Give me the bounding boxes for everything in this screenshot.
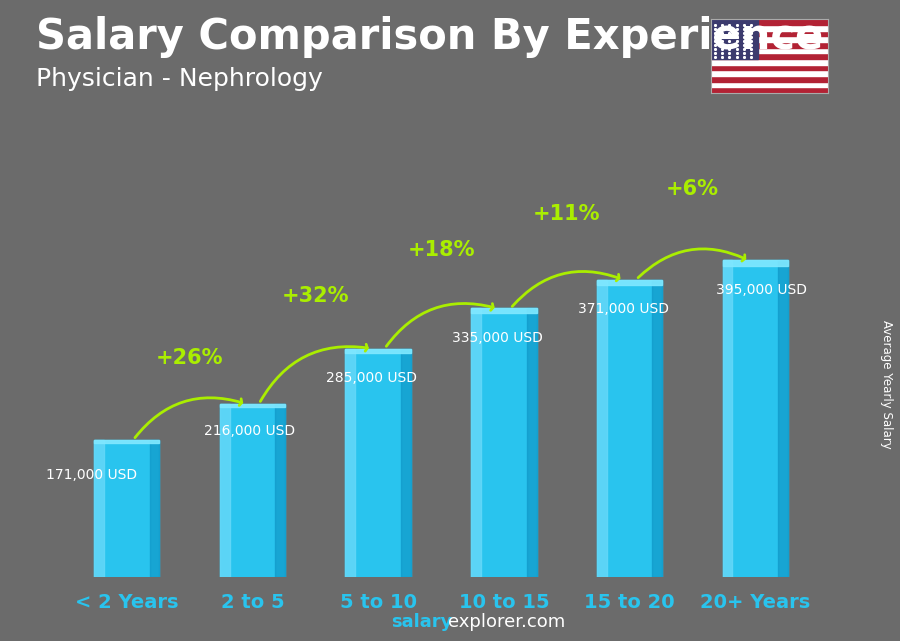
Text: 216,000 USD: 216,000 USD <box>204 424 295 438</box>
Bar <box>597 279 662 577</box>
Bar <box>401 349 410 577</box>
Text: 285,000 USD: 285,000 USD <box>327 371 418 385</box>
Text: +32%: +32% <box>282 286 349 306</box>
Bar <box>94 440 159 577</box>
Bar <box>597 279 607 577</box>
Text: Physician - Nephrology: Physician - Nephrology <box>36 67 323 91</box>
Bar <box>275 404 285 577</box>
Bar <box>711 76 828 81</box>
Text: +11%: +11% <box>533 204 600 224</box>
Bar <box>346 349 410 577</box>
Bar <box>723 260 733 577</box>
Text: 371,000 USD: 371,000 USD <box>578 302 669 316</box>
Bar <box>652 279 662 577</box>
Bar <box>220 404 285 407</box>
Bar <box>346 349 410 353</box>
Bar <box>472 308 481 577</box>
Text: 335,000 USD: 335,000 USD <box>452 331 543 345</box>
Text: +6%: +6% <box>666 179 719 199</box>
Bar <box>711 81 828 87</box>
Bar <box>526 308 536 577</box>
Bar <box>149 440 159 577</box>
Bar <box>472 308 536 313</box>
Text: Average Yearly Salary: Average Yearly Salary <box>880 320 893 449</box>
Bar <box>220 404 230 577</box>
Bar <box>711 42 828 47</box>
Text: Salary Comparison By Experience: Salary Comparison By Experience <box>36 16 824 58</box>
Text: explorer.com: explorer.com <box>448 613 565 631</box>
Bar <box>472 308 536 577</box>
Bar <box>711 37 828 42</box>
Text: salary: salary <box>392 613 453 631</box>
Bar <box>711 19 758 59</box>
Text: 171,000 USD: 171,000 USD <box>46 468 137 482</box>
Bar <box>220 404 285 577</box>
Bar <box>597 279 662 285</box>
Bar <box>711 47 828 53</box>
Bar <box>723 260 788 266</box>
Bar <box>346 349 356 577</box>
Text: +18%: +18% <box>407 240 475 260</box>
Bar <box>711 71 828 76</box>
Text: 395,000 USD: 395,000 USD <box>716 283 807 297</box>
Bar <box>711 53 828 59</box>
Bar <box>94 440 104 577</box>
Bar <box>711 65 828 71</box>
Bar <box>711 87 828 93</box>
Text: +26%: +26% <box>156 348 223 368</box>
Bar <box>711 59 828 65</box>
Bar <box>94 440 159 443</box>
Bar <box>711 19 828 25</box>
Bar <box>711 31 828 37</box>
Bar <box>723 260 788 577</box>
Bar <box>711 25 828 31</box>
Bar <box>778 260 788 577</box>
